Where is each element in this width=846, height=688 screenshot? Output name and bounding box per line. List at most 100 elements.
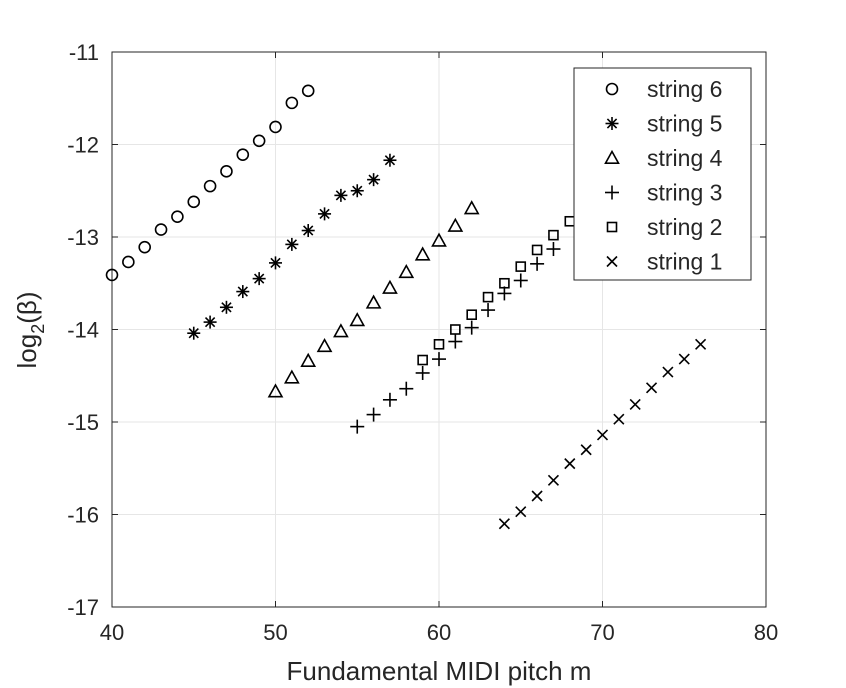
legend-marker-string-1: [606, 255, 618, 268]
point-string-1-11: [678, 353, 690, 365]
series-string-6: [105, 84, 315, 282]
point-string-5-2: [219, 300, 233, 314]
legend-marker-string-5: [605, 117, 619, 130]
x-tick-label-0: 40: [100, 620, 124, 645]
point-string-5-11: [367, 173, 381, 187]
legend-marker-string-6: [605, 82, 619, 96]
legend-label-string-1: string 1: [647, 249, 722, 275]
legend-label-string-2: string 2: [647, 214, 722, 240]
point-string-3-9: [497, 286, 512, 301]
point-string-3-4: [415, 365, 430, 380]
point-string-6-11: [285, 96, 299, 110]
point-string-4-9: [414, 246, 431, 261]
point-string-4-2: [300, 352, 317, 367]
point-string-5-8: [318, 207, 332, 221]
point-string-1-5: [580, 444, 592, 456]
point-string-6-7: [220, 165, 233, 178]
point-string-4-6: [365, 294, 382, 309]
legend-box: [573, 67, 752, 281]
point-string-6-8: [236, 148, 250, 161]
y-axis-label-arg: (β): [12, 292, 42, 324]
x-tick-label-4: 80: [754, 620, 778, 645]
point-string-1-10: [662, 366, 674, 378]
point-string-5-4: [252, 272, 266, 286]
legend-label-string-3: string 3: [647, 180, 722, 206]
point-string-6-3: [154, 223, 168, 236]
legend-item-string-5: string 5: [605, 111, 722, 137]
point-string-4-4: [333, 323, 349, 338]
point-string-1-1: [515, 506, 527, 518]
point-string-3-8: [481, 303, 496, 318]
point-string-4-10: [431, 232, 447, 247]
point-string-5-5: [269, 256, 282, 270]
point-string-5-10: [350, 184, 364, 198]
series-string-5: [187, 153, 397, 340]
point-string-5-9: [334, 188, 348, 202]
point-string-2-5: [499, 277, 510, 289]
point-string-2-7: [531, 244, 543, 256]
point-string-1-2: [531, 490, 543, 502]
point-string-6-5: [187, 195, 201, 209]
point-string-1-9: [645, 382, 658, 394]
point-string-3-6: [448, 334, 463, 349]
point-string-1-3: [547, 474, 560, 486]
point-string-4-0: [267, 383, 284, 398]
y-tick-label-2: -13: [67, 225, 99, 250]
y-tick-label-1: -12: [67, 133, 99, 158]
point-string-4-7: [382, 279, 398, 294]
point-string-1-7: [613, 413, 625, 425]
point-string-1-4: [564, 458, 576, 470]
x-tick-label-2: 60: [427, 620, 451, 645]
legend-label-string-5: string 5: [647, 111, 722, 137]
point-string-5-0: [187, 326, 201, 340]
point-string-6-4: [171, 210, 184, 223]
point-string-5-6: [285, 237, 299, 251]
x-axis-label: Fundamental MIDI pitch m: [287, 656, 592, 686]
point-string-4-8: [398, 264, 415, 279]
point-string-1-6: [596, 429, 609, 441]
point-string-3-0: [350, 419, 365, 434]
point-string-4-3: [316, 338, 333, 353]
point-string-2-6: [515, 261, 527, 272]
point-string-4-5: [349, 312, 366, 327]
point-string-4-12: [463, 200, 480, 215]
point-string-3-7: [464, 320, 479, 335]
point-string-6-0: [105, 268, 119, 282]
y-tick-label-4: -15: [67, 410, 99, 435]
point-string-5-7: [301, 224, 315, 238]
series-string-3: [350, 242, 561, 434]
point-string-1-0: [498, 518, 510, 530]
y-axis-label-sub: 2: [28, 324, 48, 334]
x-tick-label-1: 50: [263, 620, 287, 645]
y-tick-label-5: -16: [67, 503, 99, 528]
point-string-2-4: [482, 291, 494, 303]
legend-label-string-4: string 4: [647, 145, 723, 171]
point-string-1-12: [695, 338, 707, 350]
y-axis-label: log2(β): [12, 292, 48, 369]
point-string-5-1: [203, 315, 217, 329]
point-string-6-2: [138, 240, 151, 254]
point-string-6-10: [269, 120, 282, 134]
legend-marker-string-2: [606, 221, 618, 233]
legend-item-string-4: string 4: [604, 145, 723, 171]
point-string-3-3: [399, 381, 414, 396]
y-tick-label-6: -17: [67, 595, 99, 620]
point-string-2-3: [466, 309, 478, 321]
point-string-6-6: [203, 179, 217, 193]
legend-item-string-1: string 1: [606, 249, 722, 275]
x-tick-label-3: 70: [590, 620, 614, 645]
series-string-4: [267, 200, 480, 398]
axes: [111, 51, 767, 608]
point-string-2-1: [433, 338, 445, 350]
legend-item-string-2: string 2: [606, 214, 722, 240]
legend-item-string-3: string 3: [605, 180, 722, 206]
grid-lines: [111, 51, 767, 608]
point-string-6-9: [252, 134, 266, 148]
point-string-3-1: [366, 407, 381, 422]
series-string-2: [417, 215, 576, 366]
legend-marker-string-3: [605, 185, 619, 200]
point-string-3-12: [546, 242, 561, 257]
point-string-6-1: [122, 255, 135, 269]
point-string-3-5: [432, 352, 446, 367]
